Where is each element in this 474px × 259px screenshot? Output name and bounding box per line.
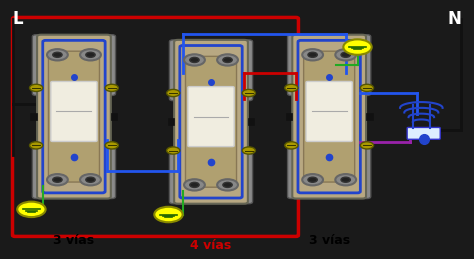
FancyBboxPatch shape xyxy=(185,56,237,187)
Bar xyxy=(111,113,118,120)
FancyBboxPatch shape xyxy=(304,51,355,182)
Text: 4 vías: 4 vías xyxy=(191,239,232,252)
Circle shape xyxy=(86,52,95,57)
Circle shape xyxy=(360,142,374,149)
Circle shape xyxy=(155,207,182,222)
Circle shape xyxy=(308,52,317,57)
Text: 3 vías: 3 vías xyxy=(309,234,350,247)
FancyBboxPatch shape xyxy=(407,127,440,139)
Circle shape xyxy=(47,174,68,185)
FancyBboxPatch shape xyxy=(306,82,352,141)
Bar xyxy=(286,113,292,120)
Circle shape xyxy=(223,182,232,188)
Circle shape xyxy=(105,142,118,149)
Circle shape xyxy=(184,54,205,66)
Circle shape xyxy=(285,84,298,91)
Text: 3 vías: 3 vías xyxy=(54,234,94,247)
Circle shape xyxy=(17,202,46,217)
FancyBboxPatch shape xyxy=(32,35,116,96)
Circle shape xyxy=(86,177,95,182)
Circle shape xyxy=(223,57,232,62)
Circle shape xyxy=(29,84,43,91)
FancyBboxPatch shape xyxy=(292,35,366,199)
FancyBboxPatch shape xyxy=(169,153,253,204)
Circle shape xyxy=(190,182,199,188)
Circle shape xyxy=(80,49,101,60)
Circle shape xyxy=(80,174,101,185)
Circle shape xyxy=(341,52,350,57)
Circle shape xyxy=(341,177,350,182)
Circle shape xyxy=(53,52,62,57)
Text: N: N xyxy=(447,10,462,28)
Circle shape xyxy=(29,142,43,149)
Circle shape xyxy=(47,49,68,60)
FancyBboxPatch shape xyxy=(37,35,111,199)
Circle shape xyxy=(360,84,374,91)
Circle shape xyxy=(53,177,62,182)
Circle shape xyxy=(335,49,356,60)
FancyBboxPatch shape xyxy=(51,82,97,141)
Bar xyxy=(366,113,373,120)
Circle shape xyxy=(242,89,255,97)
Bar xyxy=(30,113,37,120)
FancyBboxPatch shape xyxy=(174,40,248,204)
Circle shape xyxy=(217,179,238,191)
Circle shape xyxy=(166,147,180,154)
Circle shape xyxy=(190,57,199,62)
Circle shape xyxy=(302,49,323,60)
Bar xyxy=(248,118,255,125)
FancyBboxPatch shape xyxy=(169,40,253,101)
Circle shape xyxy=(308,177,317,182)
Circle shape xyxy=(166,89,180,97)
FancyBboxPatch shape xyxy=(288,35,371,96)
FancyBboxPatch shape xyxy=(188,87,234,147)
Circle shape xyxy=(302,174,323,185)
Text: L: L xyxy=(12,10,23,28)
Circle shape xyxy=(184,179,205,191)
Circle shape xyxy=(285,142,298,149)
Bar xyxy=(167,118,174,125)
Circle shape xyxy=(217,54,238,66)
Circle shape xyxy=(335,174,356,185)
Circle shape xyxy=(242,147,255,154)
Circle shape xyxy=(105,84,118,91)
FancyBboxPatch shape xyxy=(288,148,371,199)
Circle shape xyxy=(343,39,372,55)
FancyBboxPatch shape xyxy=(48,51,100,182)
FancyBboxPatch shape xyxy=(32,148,116,199)
